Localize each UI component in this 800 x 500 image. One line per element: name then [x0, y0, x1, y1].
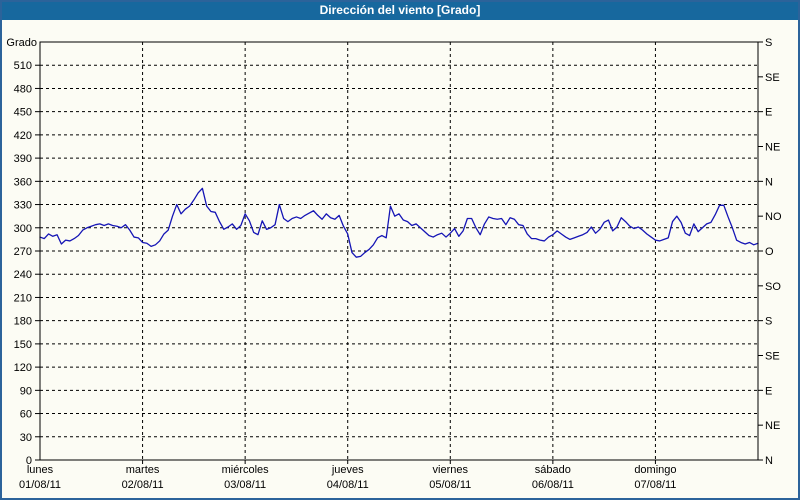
y-right-tick-label: NE [765, 142, 780, 154]
x-day-date: 06/08/11 [532, 479, 574, 491]
x-day-name: domingo [634, 464, 676, 476]
y-left-tick-label: 390 [14, 153, 32, 165]
x-day-name: sábado [535, 464, 571, 476]
y-left-tick-label: 210 [14, 292, 32, 304]
y-left-tick-label: 240 [14, 269, 32, 281]
y-right-tick-label: NE [765, 420, 780, 432]
x-day-date: 07/08/11 [634, 479, 676, 491]
y-right-tick-label: S [765, 37, 772, 49]
y-left-tick-label: 300 [14, 223, 32, 235]
y-right-tick-label: S [765, 316, 772, 328]
x-day-date: 05/08/11 [429, 479, 471, 491]
y-left-tick-label: 270 [14, 246, 32, 258]
y-right-tick-label: SE [765, 72, 780, 84]
y-right-tick-label: E [765, 385, 772, 397]
x-day-date: 03/08/11 [224, 479, 266, 491]
y-left-tick-label: 60 [20, 409, 32, 421]
y-right-tick-label: SO [765, 281, 781, 293]
y-left-tick-label: 180 [14, 316, 32, 328]
x-day-name: viernes [433, 464, 469, 476]
x-day-name: lunes [27, 464, 54, 476]
x-day-date: 04/08/11 [327, 479, 369, 491]
y-left-tick-label: 510 [14, 60, 32, 72]
y-right-tick-label: N [765, 455, 773, 467]
title-bar: Dirección del viento [Grado] [0, 0, 800, 20]
y-left-tick-label: 150 [14, 339, 32, 351]
y-left-tick-label: 330 [14, 200, 32, 212]
x-day-name: jueves [331, 464, 364, 476]
y-left-tick-label: 90 [20, 385, 32, 397]
y-left-tick-label: 0 [26, 455, 32, 467]
y-right-tick-label: SE [765, 351, 780, 363]
wind-direction-line [39, 187, 759, 258]
y-right-tick-label: E [765, 107, 772, 119]
y-right-tick-label: NO [765, 211, 782, 223]
y-right-tick-label: O [765, 246, 774, 258]
x-day-date: 01/08/11 [19, 479, 61, 491]
x-day-date: 02/08/11 [122, 479, 164, 491]
y-right-tick-label: N [765, 176, 773, 188]
plot-border [39, 41, 759, 461]
x-day-name: miércoles [222, 464, 270, 476]
y-left-tick-label: 420 [14, 130, 32, 142]
y-left-tick-label: 480 [14, 83, 32, 95]
x-day-name: martes [126, 464, 160, 476]
y-left-tick-label: 120 [14, 362, 32, 374]
y-left-tick-label: 450 [14, 107, 32, 119]
chart-title: Dirección del viento [Grado] [319, 3, 481, 17]
y-left-tick-label: 360 [14, 176, 32, 188]
y-left-tick-label: 30 [20, 432, 32, 444]
y-left-axis-title: Grado [6, 37, 37, 49]
